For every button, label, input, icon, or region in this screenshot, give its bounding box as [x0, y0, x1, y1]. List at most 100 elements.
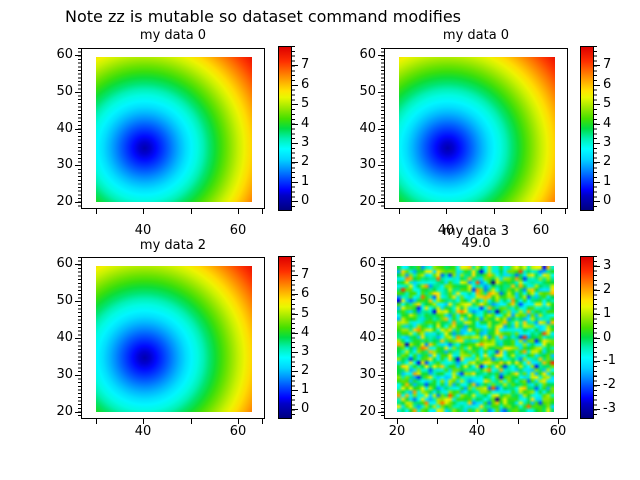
colorbar-tick-label: 4 — [603, 116, 612, 131]
colorbar-tick-label: 2 — [301, 154, 310, 169]
x-tick — [96, 419, 97, 424]
colorbar-tick — [594, 182, 600, 183]
colorbar-tick — [292, 201, 298, 202]
colorbar-tick — [292, 182, 298, 183]
figure-title: Note zz is mutable so dataset command mo… — [65, 7, 462, 26]
x-tick — [437, 419, 438, 424]
colorbar-tick — [594, 124, 600, 125]
y-tick-label: 30 — [359, 367, 376, 382]
colorbar — [580, 256, 594, 419]
colorbar-tick-label: 3 — [603, 135, 612, 150]
y-tick-label: 30 — [56, 157, 73, 172]
colorbar-tick-label: 4 — [301, 116, 310, 131]
y-tick — [378, 92, 384, 93]
colorbar-minor-ticks — [594, 256, 597, 419]
plot-subtitle: 49.0 — [461, 236, 491, 251]
y-tick — [378, 165, 384, 166]
colorbar-minor-ticks — [292, 256, 295, 419]
colorbar-tick — [292, 333, 298, 334]
colorbar-tick-label: 7 — [301, 267, 310, 282]
y-tick-label: 40 — [359, 330, 376, 345]
y-tick — [378, 375, 384, 376]
y-tick-label: 50 — [56, 84, 73, 99]
colorbar-tick-label: -3 — [603, 401, 616, 416]
plot-title: my data 0 — [442, 28, 510, 43]
y-tick — [75, 301, 81, 302]
colorbar-tick — [594, 314, 600, 315]
y-tick-label: 50 — [359, 293, 376, 308]
colorbar-tick — [594, 143, 600, 144]
x-tick — [262, 209, 263, 214]
y-tick — [75, 55, 81, 56]
y-tick — [378, 55, 384, 56]
colorbar-tick — [594, 85, 600, 86]
colorbar — [580, 46, 594, 211]
colorbar-tick-label: 3 — [301, 135, 310, 150]
x-tick — [397, 419, 398, 424]
y-tick — [75, 412, 81, 413]
colorbar-minor-ticks — [292, 46, 295, 211]
y-tick — [75, 165, 81, 166]
colorbar-tick — [292, 143, 298, 144]
colorbar-tick-label: 1 — [603, 174, 612, 189]
x-tick — [262, 419, 263, 424]
colorbar-tick-label: 7 — [301, 57, 310, 72]
x-tick-label: 60 — [532, 223, 550, 238]
colorbar-tick — [594, 338, 600, 339]
colorbar-tick-label: 0 — [603, 330, 612, 345]
y-tick-label: 60 — [359, 47, 376, 62]
x-tick — [238, 209, 239, 214]
y-tick — [378, 129, 384, 130]
colorbar-tick — [594, 266, 600, 267]
y-tick — [75, 375, 81, 376]
plot-title: my data 2 — [139, 238, 207, 253]
colorbar-tick — [292, 294, 298, 295]
colorbar-tick-label: 2 — [603, 282, 612, 297]
y-tick-label: 50 — [359, 84, 376, 99]
colorbar-tick — [292, 85, 298, 86]
colorbar-tick — [292, 275, 298, 276]
colorbar-tick — [594, 385, 600, 386]
x-tick — [565, 209, 566, 214]
x-tick — [477, 419, 478, 424]
colorbar-tick-label: 0 — [603, 193, 612, 208]
y-tick-label: 20 — [56, 404, 73, 419]
x-tick-label: 40 — [134, 424, 152, 439]
colorbar-tick — [594, 65, 600, 66]
x-tick — [446, 209, 447, 214]
x-tick-label: 60 — [549, 424, 567, 439]
x-tick — [143, 209, 144, 214]
colorbar-tick-label: 6 — [301, 77, 310, 92]
colorbar-tick — [594, 361, 600, 362]
x-tick-label: 60 — [229, 223, 247, 238]
colorbar-tick — [594, 104, 600, 105]
y-tick-label: 20 — [359, 194, 376, 209]
y-tick-label: 30 — [56, 367, 73, 382]
colorbar-tick — [292, 314, 298, 315]
heatmap-image — [96, 266, 252, 412]
noise-image — [397, 266, 554, 412]
colorbar-tick — [292, 65, 298, 66]
colorbar-tick — [292, 371, 298, 372]
colorbar-tick-label: 3 — [301, 344, 310, 359]
y-minor-ticks — [381, 48, 384, 209]
colorbar — [278, 46, 292, 211]
colorbar-tick-label: 4 — [301, 325, 310, 340]
y-tick — [378, 202, 384, 203]
colorbar-tick — [292, 162, 298, 163]
plot-title: my data 0 — [139, 28, 207, 43]
y-tick-label: 50 — [56, 293, 73, 308]
x-tick — [191, 209, 192, 214]
colorbar-tick-label: 5 — [301, 96, 310, 111]
colorbar-tick-label: 0 — [301, 401, 310, 416]
colorbar-tick-label: 6 — [301, 286, 310, 301]
colorbar-tick-label: 2 — [301, 363, 310, 378]
y-tick-label: 20 — [359, 404, 376, 419]
colorbar-tick — [594, 201, 600, 202]
colorbar-tick-label: 3 — [603, 258, 612, 273]
colorbar-tick-label: 0 — [301, 193, 310, 208]
x-tick — [399, 209, 400, 214]
colorbar-tick-label: 7 — [603, 57, 612, 72]
x-tick-label: 40 — [437, 223, 455, 238]
